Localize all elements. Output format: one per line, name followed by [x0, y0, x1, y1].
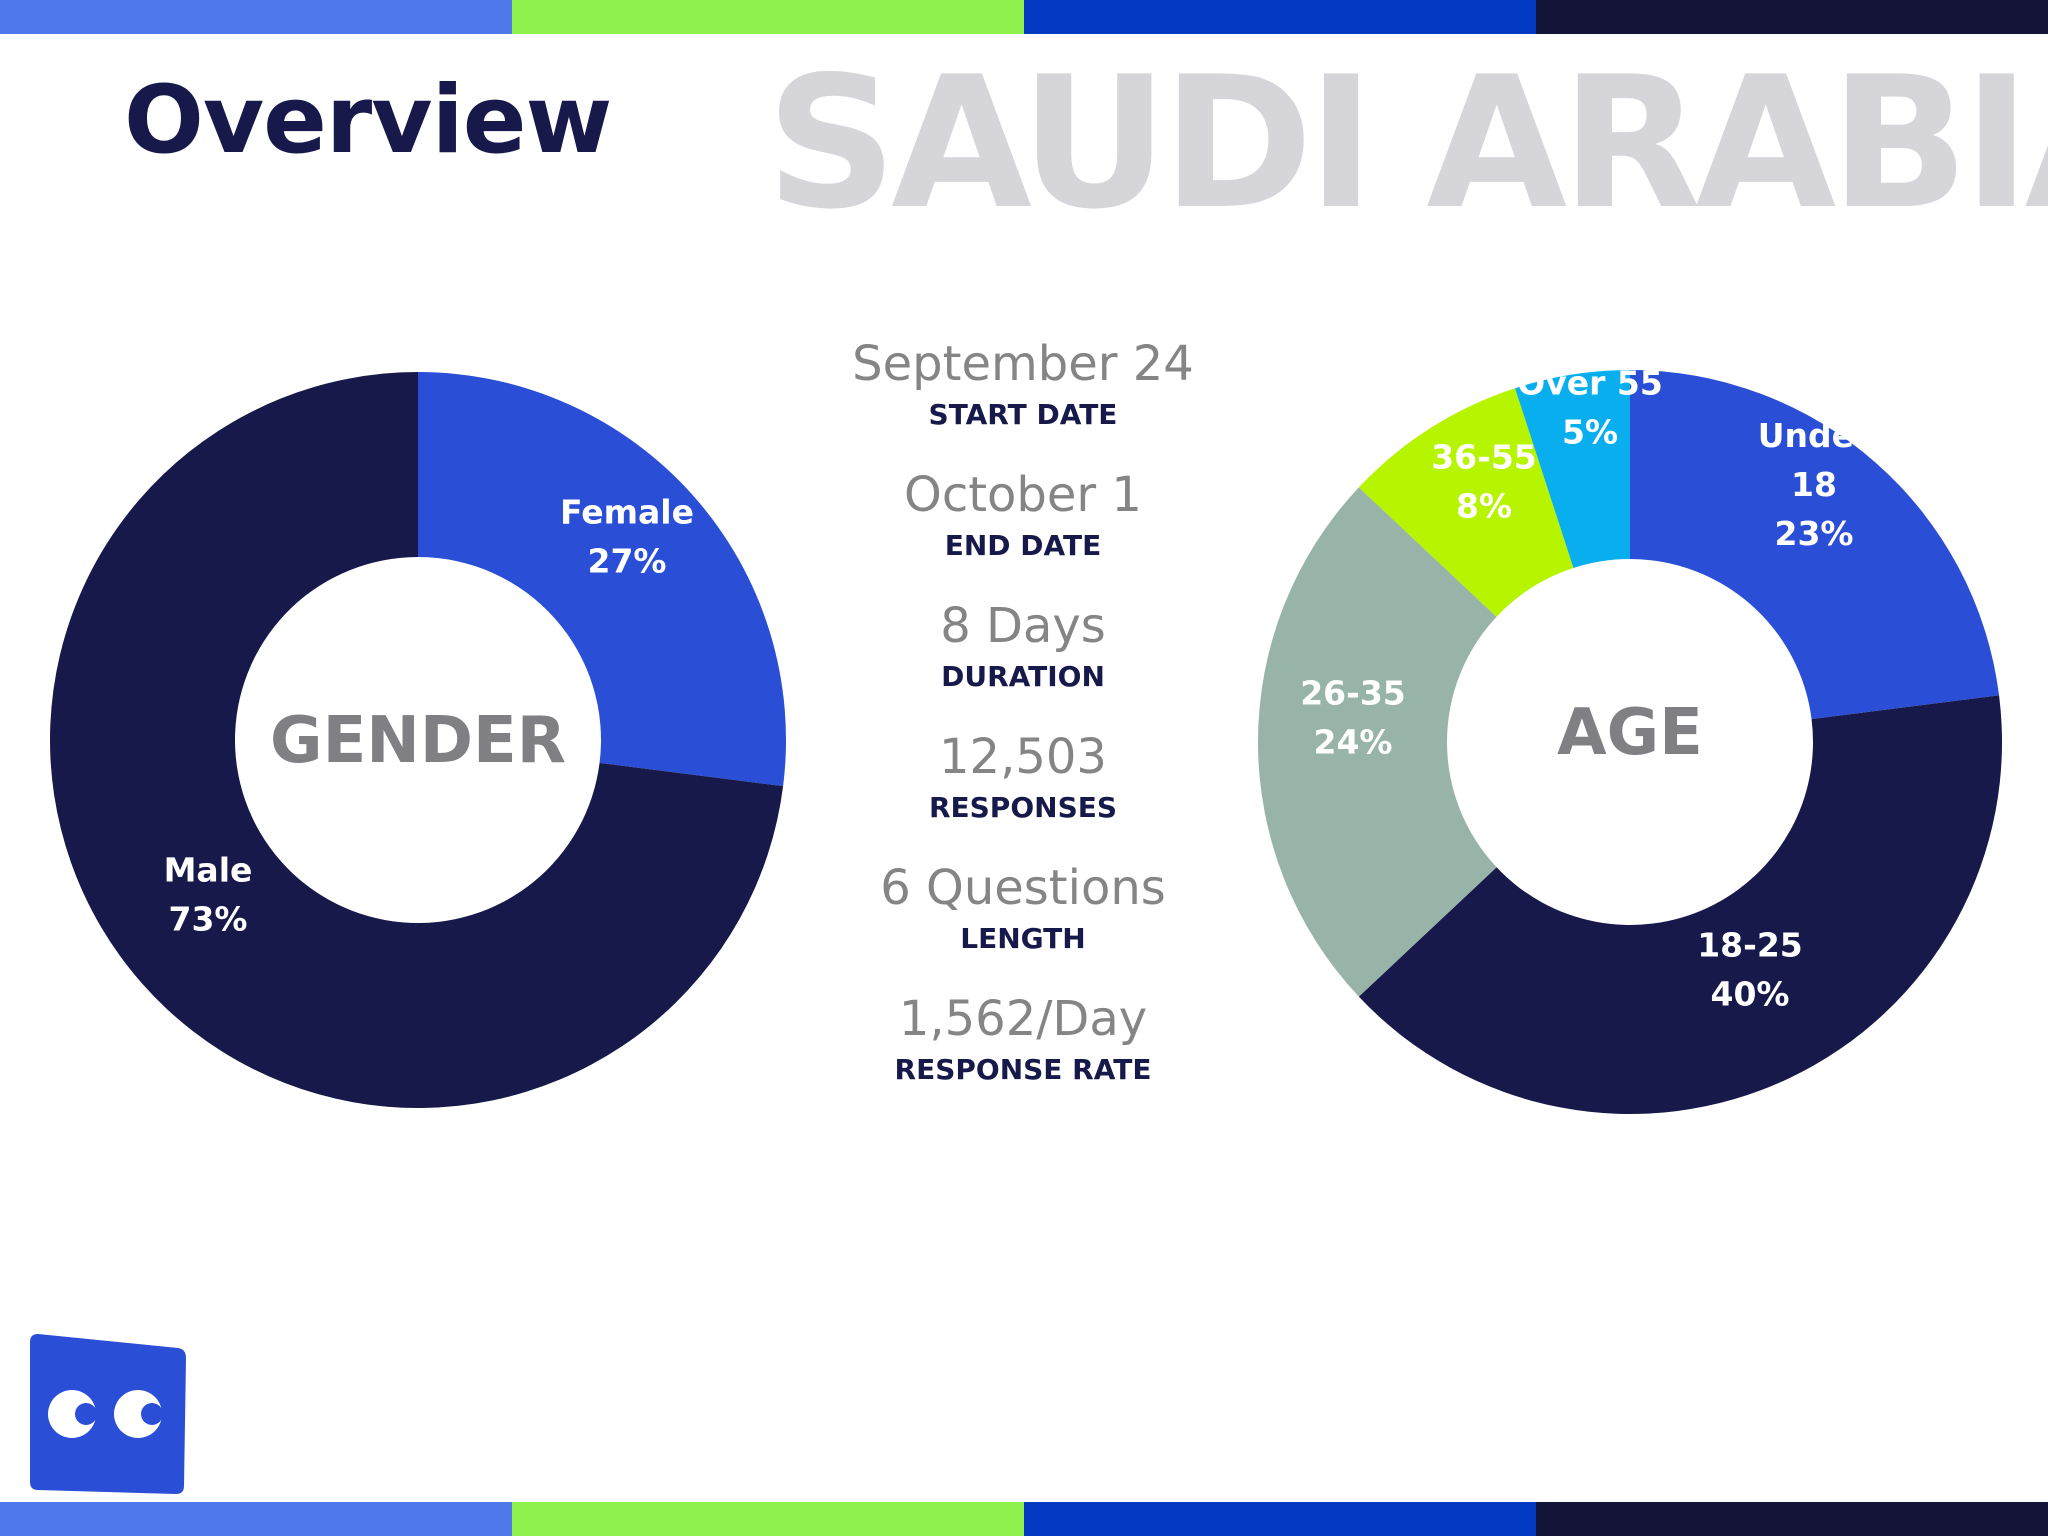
stat-label: RESPONSES — [928, 790, 1118, 824]
top-color-stripe — [0, 0, 2048, 34]
stat-value: September 24 — [852, 336, 1194, 392]
stat-start-date: September 24 START DATE — [823, 336, 1223, 467]
stripe-segment — [0, 0, 512, 34]
slice-label: Over 55 5% — [1517, 364, 1663, 452]
stat-length: 6 Questions LENGTH — [823, 860, 1223, 991]
slice-label: Male 73% — [164, 851, 253, 939]
slice-label: Female 27% — [560, 493, 694, 581]
stripe-segment — [512, 1502, 1024, 1536]
stat-label: START DATE — [928, 397, 1118, 431]
donut-slice-36-55 — [1358, 388, 1574, 617]
stat-value: 1,562/Day — [898, 991, 1148, 1047]
donut-center-label: GENDER — [270, 704, 566, 778]
stat-label: RESPONSE RATE — [894, 1052, 1152, 1086]
stripe-segment — [0, 1502, 512, 1536]
page-title: Overview — [124, 66, 612, 175]
slice-label: 36-55 8% — [1431, 438, 1537, 526]
stripe-segment — [1024, 1502, 1536, 1536]
stat-duration: 8 Days DURATION — [823, 598, 1223, 729]
slice-label: 18-25 40% — [1697, 926, 1803, 1014]
survey-stats: September 24 START DATE October 1 END DA… — [823, 336, 1223, 1122]
stat-end-date: October 1 END DATE — [823, 467, 1223, 598]
stat-responses: 12,503 RESPONSES — [823, 729, 1223, 860]
gender-donut-chart: Female 27% Male 73%GENDER — [50, 372, 786, 1108]
slice-label: Under 18 23% — [1758, 416, 1871, 553]
stripe-segment — [1536, 0, 2048, 34]
age-donut-chart: Under 18 23% 18-25 40% 26-35 24% 36-55 8%Over 55… — [1258, 364, 2002, 1114]
bottom-color-stripe — [0, 1502, 2048, 1536]
donut-slice-18-25 — [1358, 695, 2002, 1114]
stat-value: 8 Days — [940, 598, 1106, 654]
country-watermark: SAUDI ARABIA — [766, 37, 2048, 249]
stat-value: October 1 — [904, 467, 1142, 523]
slice-label: 26-35 24% — [1300, 674, 1406, 762]
donut-slice-female — [418, 372, 786, 787]
stripe-segment — [1536, 1502, 2048, 1536]
donut-slice-26-35 — [1258, 487, 1497, 997]
donut-slice-over-55 — [1515, 370, 1630, 568]
stripe-segment — [512, 0, 1024, 34]
stat-value: 12,503 — [939, 729, 1107, 785]
donut-slice-under-18 — [1630, 370, 2000, 720]
stat-response-rate: 1,562/Day RESPONSE RATE — [823, 991, 1223, 1122]
donut-center-label: AGE — [1557, 696, 1703, 770]
stat-value: 6 Questions — [880, 860, 1166, 916]
stat-label: END DATE — [944, 528, 1102, 562]
eyes-logo-icon — [30, 1334, 186, 1494]
stat-label: LENGTH — [960, 921, 1086, 955]
stat-label: DURATION — [941, 659, 1105, 693]
donut-slice-male — [50, 372, 784, 1108]
stripe-segment — [1024, 0, 1536, 34]
